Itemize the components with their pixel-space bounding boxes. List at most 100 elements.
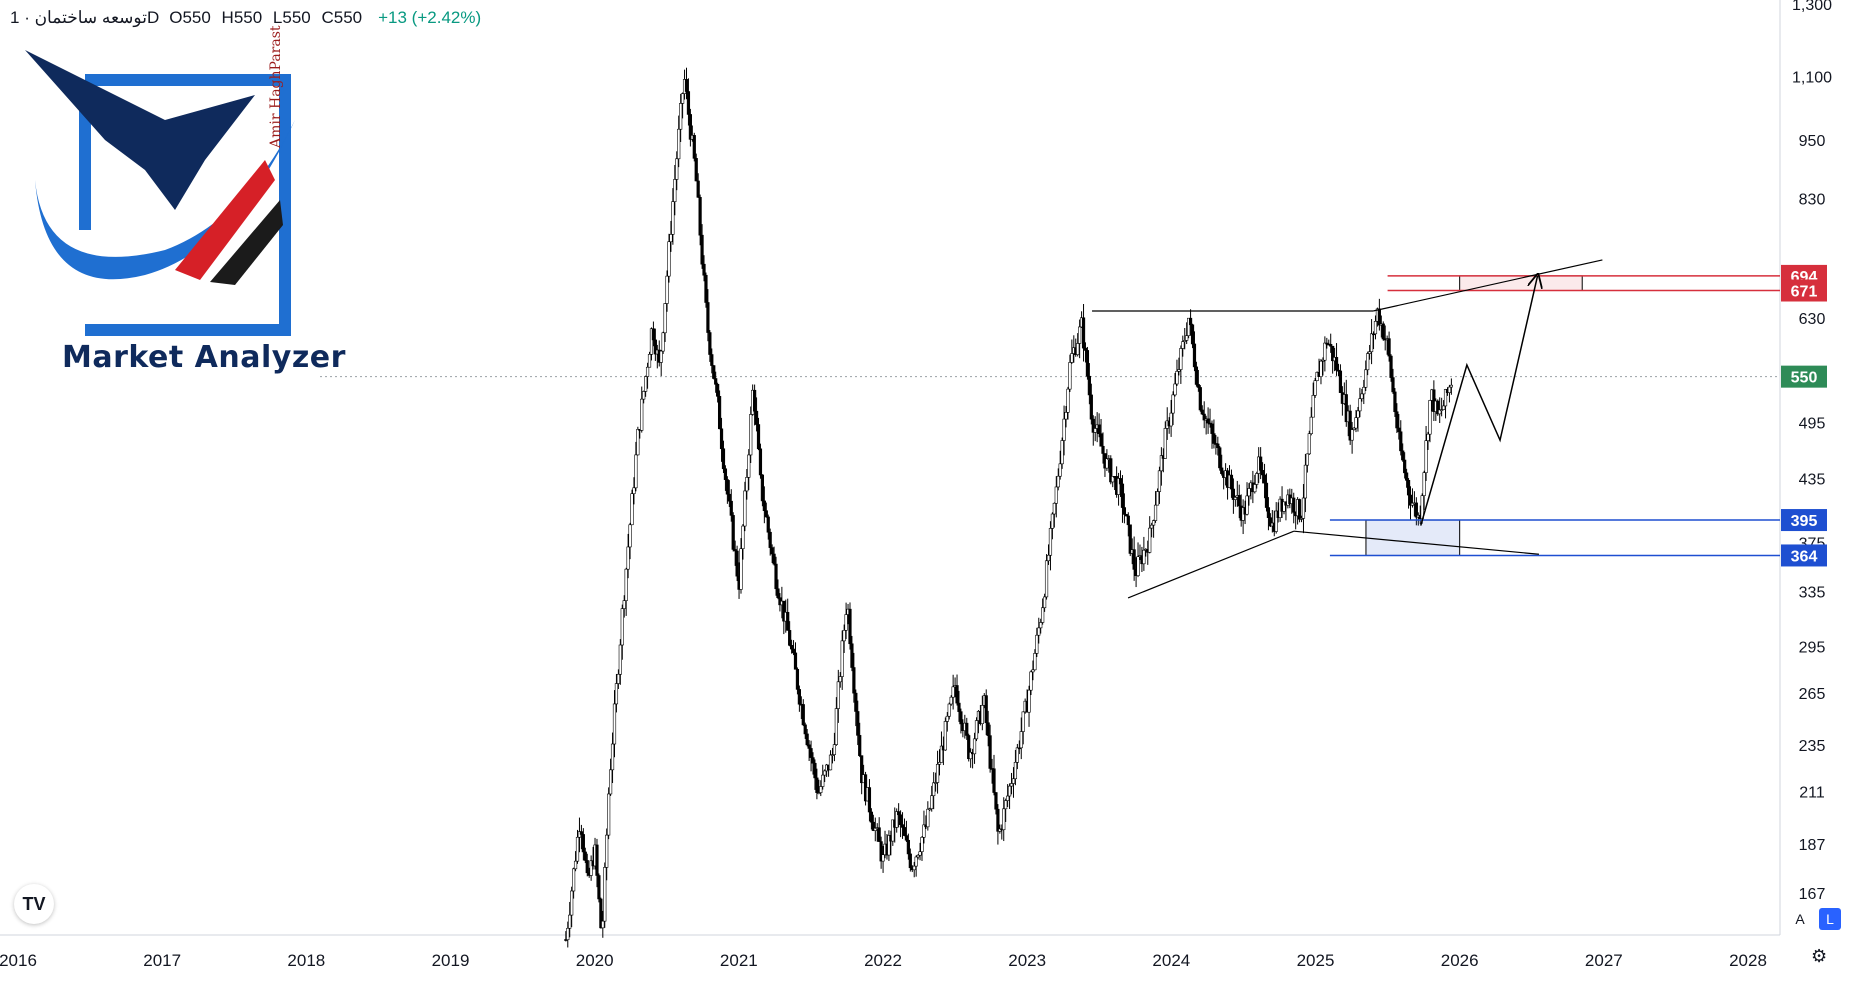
candle-body xyxy=(1078,326,1082,344)
price-label-bg xyxy=(1781,544,1827,567)
candle-body xyxy=(677,128,681,160)
candle-body xyxy=(1441,405,1446,410)
candle-body xyxy=(607,793,611,836)
candle-body xyxy=(935,763,940,783)
candle-body xyxy=(811,757,815,764)
candle-body xyxy=(1132,549,1136,570)
price-label-bg xyxy=(1781,279,1827,302)
candle-body xyxy=(1105,458,1109,469)
candle-body xyxy=(1424,440,1428,473)
candle-body xyxy=(601,920,605,929)
candle-body xyxy=(788,630,792,646)
x-tick-label: 2019 xyxy=(432,951,470,970)
candle-body xyxy=(1152,520,1156,526)
candle-body xyxy=(1321,359,1325,362)
candle-body xyxy=(807,744,811,749)
y-tick-label: 265 xyxy=(1799,686,1826,703)
candle-body xyxy=(1233,497,1237,500)
candle-body xyxy=(634,454,638,489)
candle-body xyxy=(1007,785,1012,797)
candle-body xyxy=(721,448,726,470)
candle-body xyxy=(614,683,619,705)
candle-body xyxy=(1122,507,1127,515)
candle-body xyxy=(753,389,757,412)
candle-body xyxy=(930,795,934,809)
candle-body xyxy=(605,834,609,868)
x-tick-label: 2027 xyxy=(1585,951,1623,970)
candle-body xyxy=(867,787,872,813)
candle-body xyxy=(1054,486,1058,504)
auto-scale-button[interactable]: A xyxy=(1795,911,1805,927)
candle-body xyxy=(661,332,665,352)
candle-body xyxy=(624,568,628,601)
candle-body xyxy=(934,782,938,784)
candle-body xyxy=(1299,518,1304,520)
candle-body xyxy=(1188,317,1193,326)
candle-body xyxy=(696,180,700,198)
y-tick-label: 335 xyxy=(1799,584,1826,601)
candle-body xyxy=(684,79,689,92)
candle-body xyxy=(803,724,807,735)
candle-body xyxy=(663,303,667,334)
candle-body xyxy=(1118,478,1123,485)
candle-body xyxy=(791,648,796,654)
candle-body xyxy=(1019,731,1023,749)
candle-body xyxy=(932,782,936,797)
x-tick-label: 2023 xyxy=(1008,951,1046,970)
candle-body xyxy=(1068,362,1072,390)
y-tick-label: 435 xyxy=(1799,471,1826,488)
candle-body xyxy=(902,827,907,836)
candle-body xyxy=(1194,366,1199,385)
candle-body xyxy=(1362,386,1366,395)
candle-body xyxy=(1218,447,1222,469)
candle-body xyxy=(1093,428,1097,433)
log-scale-button[interactable]: L xyxy=(1819,908,1841,930)
candle-body xyxy=(1002,808,1006,831)
symbol-name[interactable]: توسعه ساختمان · 1D xyxy=(10,8,160,27)
candle-body xyxy=(716,384,720,397)
candle-body xyxy=(1371,333,1376,336)
candle-body xyxy=(1414,502,1418,518)
candle-body xyxy=(1116,478,1121,495)
candle-body xyxy=(895,811,899,828)
x-tick-label: 2018 xyxy=(287,951,325,970)
candle-body xyxy=(1085,350,1090,377)
candle-body xyxy=(828,754,833,771)
candle-body xyxy=(1035,634,1039,654)
candle-body xyxy=(1011,778,1016,784)
candle-body xyxy=(1210,423,1214,434)
converging-lower-trendline xyxy=(1293,530,1540,555)
candle-body xyxy=(710,354,714,366)
candle-body xyxy=(1006,795,1010,801)
candle-body xyxy=(1070,353,1074,363)
candle-body xyxy=(1181,341,1185,349)
candle-body xyxy=(793,652,798,670)
candle-body xyxy=(1260,470,1265,476)
candle-body xyxy=(926,808,930,828)
candle-body xyxy=(727,493,731,502)
candle-body xyxy=(1099,433,1103,447)
candle-body xyxy=(1120,483,1125,508)
tradingview-badge[interactable]: TV xyxy=(14,884,54,924)
low-value: L550 xyxy=(272,8,311,27)
candle-body xyxy=(1325,342,1329,345)
gear-icon[interactable]: ⚙ xyxy=(1811,946,1828,966)
candle-body xyxy=(850,643,854,668)
candle-body xyxy=(1307,433,1311,455)
candle-body xyxy=(747,454,751,478)
candle-body xyxy=(920,836,924,853)
candle-body xyxy=(1029,671,1033,691)
candle-body xyxy=(1066,388,1070,413)
candle-body xyxy=(1206,418,1210,424)
candle-body xyxy=(1350,429,1354,441)
candle-body xyxy=(1274,510,1278,532)
candle-body xyxy=(1052,502,1056,515)
candle-body xyxy=(908,853,912,869)
candle-body xyxy=(1364,369,1368,388)
candle-body xyxy=(1171,394,1175,414)
price-label-bg xyxy=(1781,509,1827,532)
candle-body xyxy=(1408,494,1413,506)
candle-body xyxy=(1183,340,1187,342)
